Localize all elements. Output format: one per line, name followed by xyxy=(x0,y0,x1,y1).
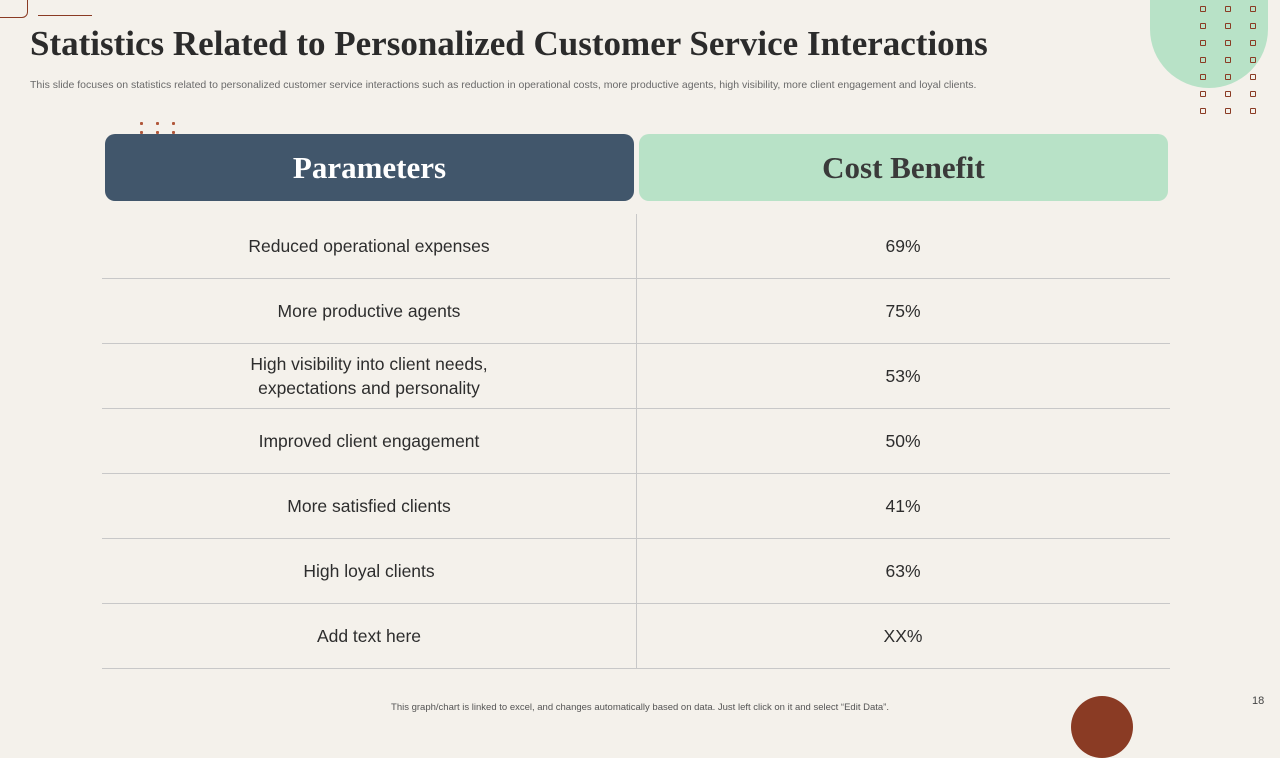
table-row: More satisfied clients 41% xyxy=(102,474,1170,539)
dot-grid-decoration xyxy=(1200,6,1256,114)
cost-benefit-header: Cost Benefit xyxy=(639,134,1168,201)
cost-benefit-cell: 50% xyxy=(885,431,921,451)
cost-benefit-cell: XX% xyxy=(883,626,923,646)
parameter-cell: High visibility into client needs, expec… xyxy=(250,354,488,398)
brown-circle-decoration xyxy=(1071,696,1133,758)
cost-benefit-cell: 69% xyxy=(885,236,921,256)
corner-decoration xyxy=(0,0,28,18)
parameter-cell: High loyal clients xyxy=(303,561,435,581)
table-row: Add text here XX% xyxy=(102,604,1170,669)
cost-benefit-cell: 63% xyxy=(885,561,921,581)
parameters-header: Parameters xyxy=(105,134,634,201)
slide-subtitle: This slide focuses on statistics related… xyxy=(30,79,977,91)
cost-benefit-cell: 53% xyxy=(885,366,921,386)
parameter-cell: Reduced operational expenses xyxy=(248,236,490,256)
slide-title: Statistics Related to Personalized Custo… xyxy=(30,24,988,63)
footnote: This graph/chart is linked to excel, and… xyxy=(391,702,889,713)
statistics-table: Reduced operational expenses 69% More prod… xyxy=(102,214,1170,669)
parameter-cell: More satisfied clients xyxy=(287,496,451,516)
column-divider xyxy=(636,214,637,668)
cost-benefit-cell: 75% xyxy=(885,301,921,321)
cost-benefit-cell: 41% xyxy=(885,496,921,516)
parameter-cell: More productive agents xyxy=(277,301,461,321)
parameter-cell: Improved client engagement xyxy=(258,431,480,451)
page-number: 18 xyxy=(1252,695,1265,707)
corner-decoration-line xyxy=(38,15,92,16)
parameter-cell: Add text here xyxy=(316,626,422,646)
